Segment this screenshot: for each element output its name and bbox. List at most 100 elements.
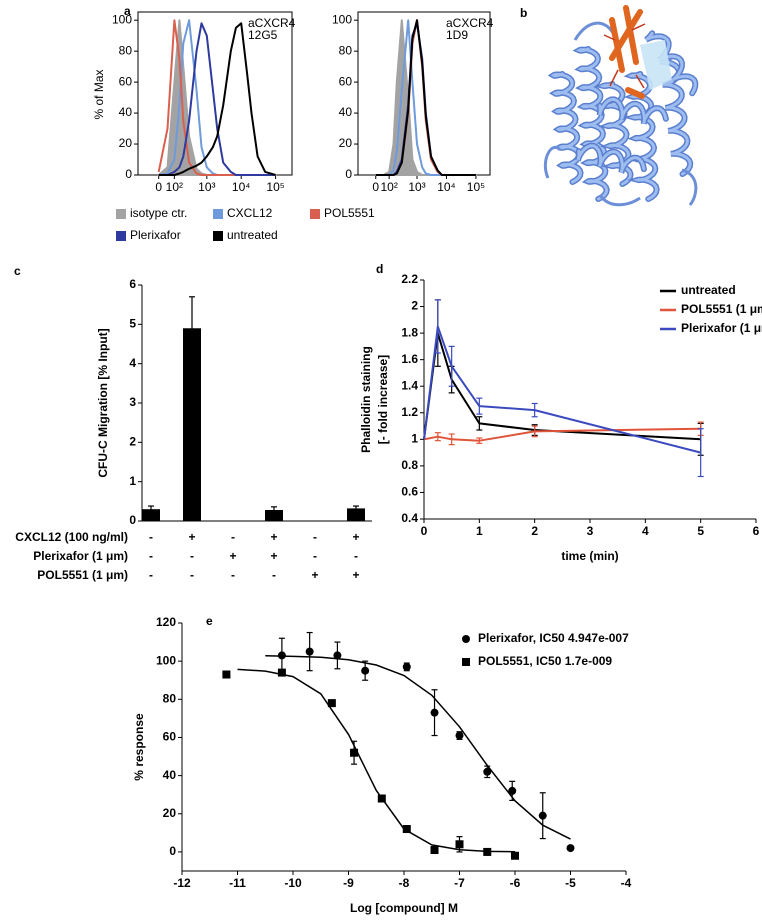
legend-swatch xyxy=(213,209,223,219)
fit-curve xyxy=(265,655,571,840)
y-tick-label: 6 xyxy=(129,277,136,291)
y-tick-label: 0 xyxy=(125,167,132,181)
point xyxy=(566,844,575,853)
y-tick-label: 60 xyxy=(119,74,133,88)
error-bar xyxy=(476,397,483,415)
legend-swatch xyxy=(116,209,126,219)
y-tick-label: 40 xyxy=(339,105,353,119)
helix xyxy=(550,72,583,184)
legend-label: Plerixafor xyxy=(130,228,181,242)
y-axis-label: % of Max xyxy=(92,69,106,119)
x-tick-label: 2 xyxy=(531,524,538,538)
y-tick-label: 0.8 xyxy=(401,458,418,472)
legend-label: POL5551 (1 μm) xyxy=(681,302,762,316)
y-tick-label: 3 xyxy=(129,395,136,409)
x-tick-label: 3 xyxy=(587,524,594,538)
annotation: aCXCR4 xyxy=(446,16,494,30)
y-tick-label: 2 xyxy=(411,299,418,313)
helix xyxy=(598,97,668,125)
y-tick-label: 20 xyxy=(339,136,353,150)
x-tick-label: 10² xyxy=(380,180,397,194)
y-tick-label: 60 xyxy=(163,730,177,744)
error-bar xyxy=(531,402,538,418)
point xyxy=(455,731,464,740)
x-tick-label: 10³ xyxy=(198,180,215,194)
condition-sign: + xyxy=(270,549,277,563)
panel-label: d xyxy=(376,262,383,276)
y-tick-label: 100 xyxy=(332,12,352,26)
helix xyxy=(598,82,633,186)
error-bar xyxy=(353,505,359,512)
legend-label: POL5551, IC50 1.7e-009 xyxy=(478,654,612,668)
point xyxy=(508,786,517,795)
point xyxy=(538,811,547,820)
condition-sign: - xyxy=(190,549,194,563)
condition-label: Plerixafor (1 μm) xyxy=(33,549,128,563)
condition-sign: - xyxy=(231,568,235,582)
line xyxy=(423,325,701,454)
condition-label: POL5551 (1 μm) xyxy=(37,568,128,582)
y-tick-label: 0 xyxy=(345,167,352,181)
y-tick-label: 1.8 xyxy=(401,325,418,339)
x-tick-label: -7 xyxy=(454,876,465,890)
point xyxy=(483,847,492,856)
point xyxy=(305,647,314,656)
y-axis-label: % response xyxy=(132,713,146,781)
legend-marker xyxy=(462,635,470,643)
condition-sign: - xyxy=(231,530,235,544)
protein-structure xyxy=(543,5,699,207)
point xyxy=(402,662,411,671)
legend-label: POL5551 xyxy=(324,206,375,220)
loop xyxy=(543,21,698,207)
legend-swatch xyxy=(310,209,320,219)
y-tick-label: 2 xyxy=(129,435,136,449)
point xyxy=(222,670,231,679)
x-tick-label: 1 xyxy=(476,524,483,538)
legend-label: untreated xyxy=(681,283,736,297)
condition-sign: - xyxy=(190,568,194,582)
line xyxy=(158,22,276,176)
error-bar xyxy=(448,345,455,387)
y-tick-label: 100 xyxy=(112,12,132,26)
fit-curve xyxy=(237,668,516,853)
bar xyxy=(347,508,365,521)
condition-sign: + xyxy=(352,568,359,582)
x-tick-label: -6 xyxy=(510,876,521,890)
legend-label: isotype ctr. xyxy=(130,206,187,220)
annotation: 12G5 xyxy=(248,28,278,42)
condition-sign: + xyxy=(352,530,359,544)
y-axis-label: Phalloidin staining xyxy=(359,346,373,453)
y-tick-label: 40 xyxy=(163,768,177,782)
point xyxy=(361,666,370,675)
condition-sign: - xyxy=(149,549,153,563)
y-tick-label: 60 xyxy=(339,74,353,88)
y-tick-label: 80 xyxy=(163,691,177,705)
x-tick-label: -5 xyxy=(565,876,576,890)
y-tick-label: 0.6 xyxy=(401,485,418,499)
y-axis-label: [- fold increase] xyxy=(376,355,390,444)
annotation: 1D9 xyxy=(446,28,468,42)
y-tick-label: 100 xyxy=(156,653,176,667)
x-tick-label: 10⁴ xyxy=(437,180,456,194)
x-axis-label: Log [compound] M xyxy=(350,901,458,915)
bar xyxy=(183,328,201,521)
error-bar xyxy=(189,296,195,361)
x-tick-label: 10⁵ xyxy=(467,180,485,194)
error-bar xyxy=(448,433,455,446)
error-bar xyxy=(434,299,441,354)
error-bar xyxy=(531,425,538,438)
y-tick-label: 20 xyxy=(119,136,133,150)
x-tick-label: -11 xyxy=(229,876,246,890)
bar xyxy=(142,509,160,521)
x-tick-label: 10² xyxy=(166,180,183,194)
condition-sign: - xyxy=(313,549,317,563)
y-tick-label: 0 xyxy=(129,513,136,527)
point xyxy=(511,851,519,860)
y-tick-label: 80 xyxy=(119,43,133,57)
y-tick-label: 40 xyxy=(119,105,133,119)
error-bar xyxy=(476,416,483,431)
x-tick-label: 6 xyxy=(753,524,760,538)
x-tick-label: 10⁴ xyxy=(232,180,251,194)
